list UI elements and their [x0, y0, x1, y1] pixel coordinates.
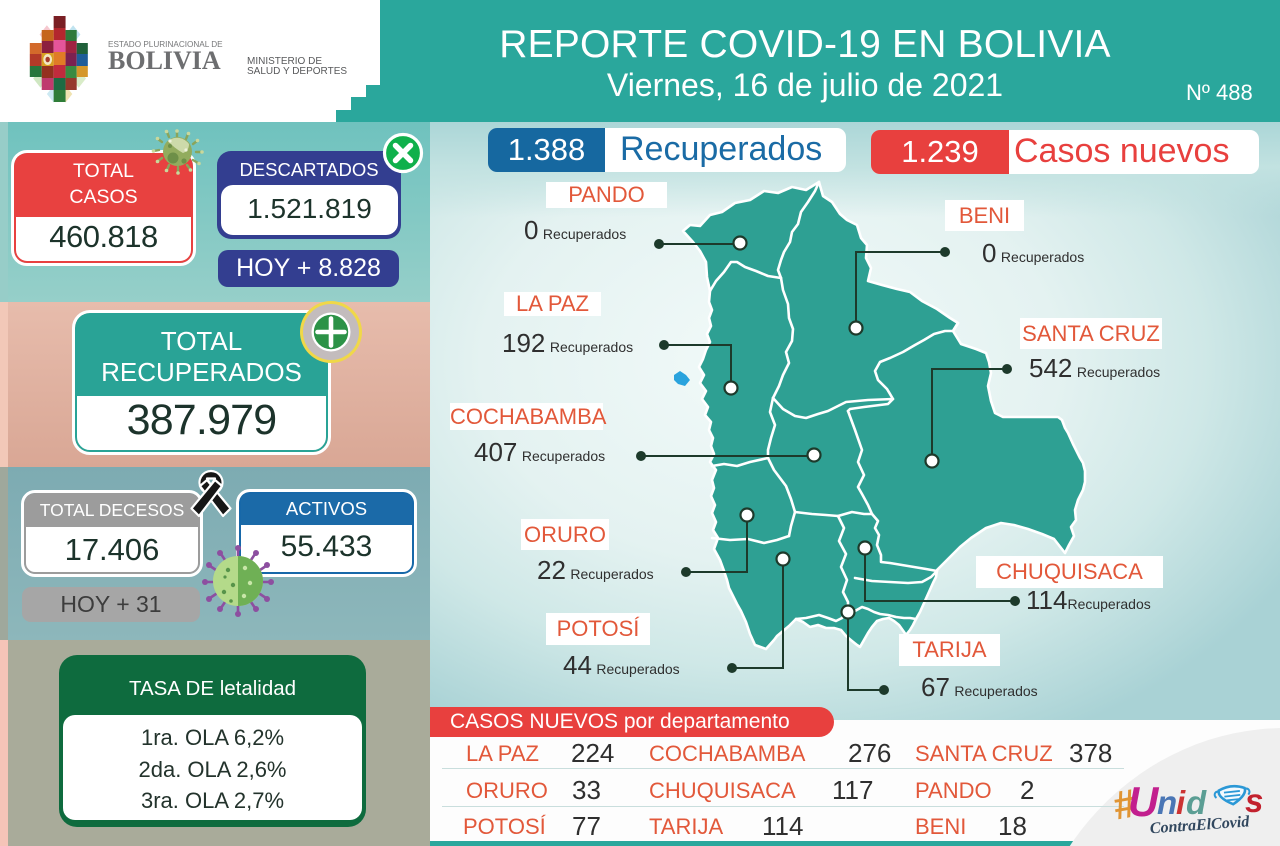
svg-text:d: d — [1186, 784, 1207, 821]
svg-text:i: i — [1176, 784, 1186, 821]
svg-text:ContraElCovid: ContraElCovid — [1149, 813, 1251, 837]
svg-text:U: U — [1128, 778, 1160, 825]
svg-text:n: n — [1157, 784, 1177, 821]
